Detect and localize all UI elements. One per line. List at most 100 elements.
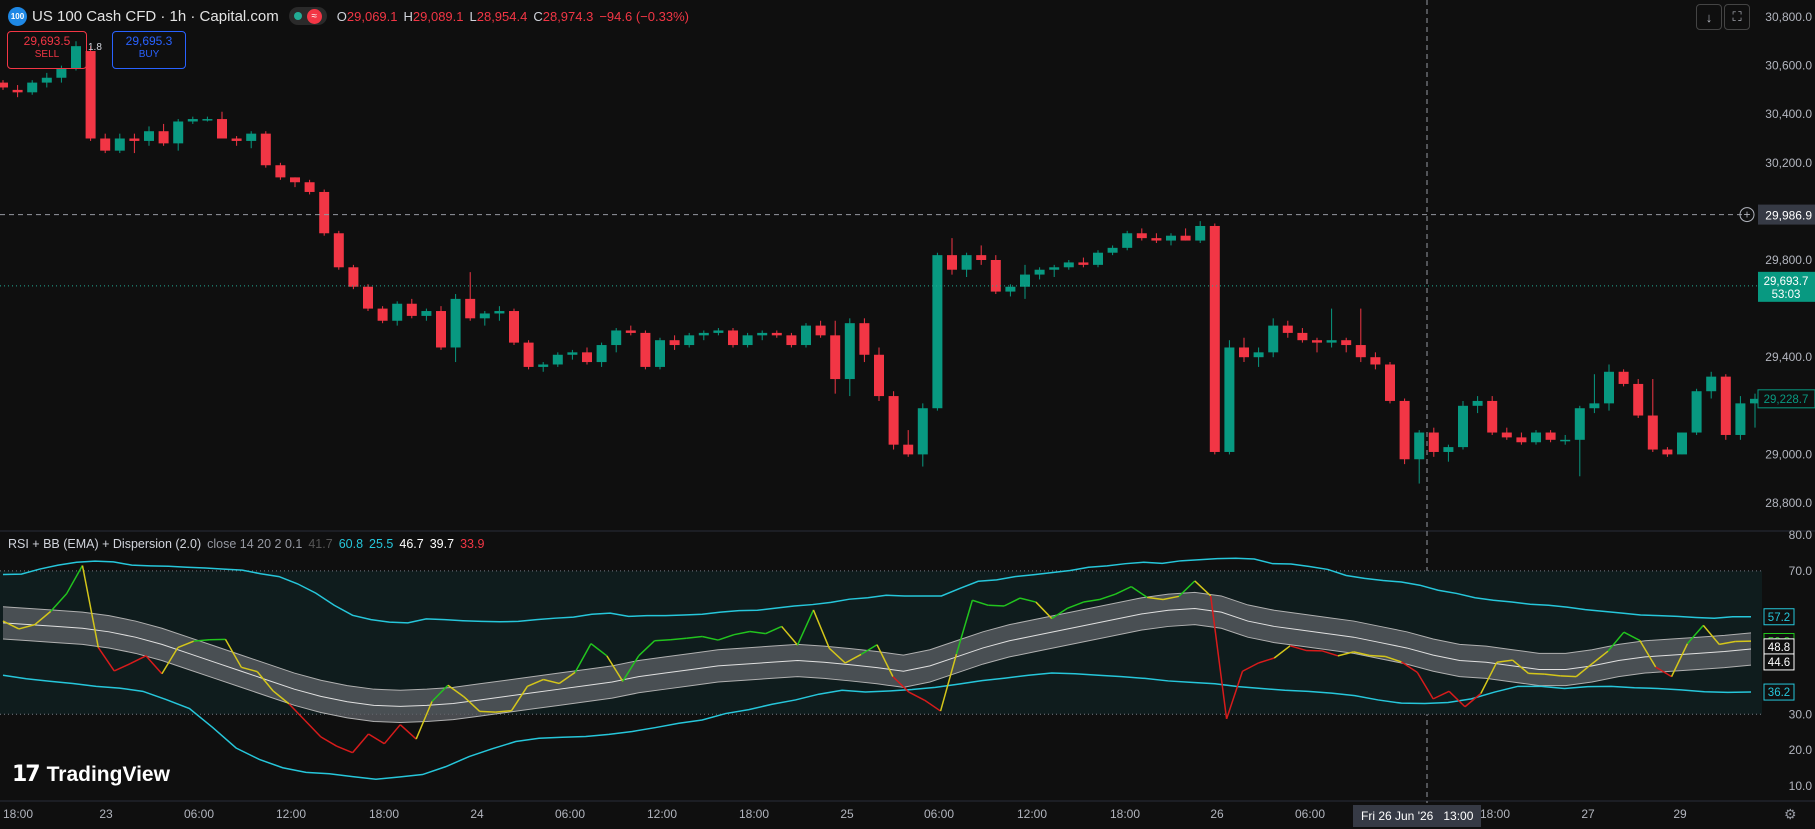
price-tick-label: 30,200.0 [1765, 156, 1812, 170]
countdown-tag: 53:03 [1772, 289, 1801, 301]
candle-body [625, 330, 636, 333]
candle [1370, 352, 1381, 370]
rsi-segment [463, 696, 481, 712]
rsi-segment [415, 701, 433, 740]
candle [436, 306, 446, 350]
candle [1209, 223, 1220, 455]
rsi-segment [129, 655, 147, 665]
dispersion-mid-line [2, 608, 1752, 707]
crosshair-time-label: Fri 26 Jun '26 13:00 [1353, 805, 1482, 827]
rsi-segment [574, 643, 592, 673]
candle [129, 133, 140, 154]
candle [1078, 257, 1089, 268]
tradingview-logo[interactable]: 17 TradingView [12, 762, 170, 787]
rsi-segment [622, 655, 640, 682]
indicator-value-4: 39.7 [429, 537, 455, 551]
candle [1005, 284, 1016, 297]
candle-body [246, 133, 257, 141]
candle-body [1312, 340, 1322, 343]
candle-body [290, 177, 300, 183]
candle [990, 255, 1001, 295]
download-arrow-icon[interactable]: ↓ [1696, 4, 1722, 30]
market-open-dot [293, 12, 302, 20]
candle [961, 252, 972, 278]
candle [1326, 308, 1337, 348]
candle [41, 72, 52, 88]
buy-button[interactable]: 29,695.3 BUY [112, 31, 186, 69]
indicator-value-3: 46.7 [399, 537, 424, 551]
candle-body [1166, 235, 1176, 241]
rsi-segment [1353, 651, 1370, 657]
candle-body [1005, 286, 1016, 292]
candle [1399, 398, 1410, 465]
rsi-segment [34, 610, 52, 626]
candle [1122, 230, 1133, 251]
candle-body [1589, 403, 1600, 409]
symbol-logo[interactable]: 100 [8, 6, 27, 26]
candle [1020, 264, 1030, 299]
candle [1107, 245, 1118, 256]
candle-body [552, 354, 563, 365]
rsi-segment [812, 609, 831, 649]
candle [377, 306, 388, 324]
candle [1239, 337, 1249, 363]
candle [260, 131, 271, 168]
candle [728, 328, 738, 348]
settings-gear-icon[interactable]: ⚙ [1784, 806, 1797, 822]
symbol-title[interactable]: US 100 Cash CFD · 1h · Capital.com [32, 7, 279, 25]
low-label: L [469, 8, 477, 24]
candle [1312, 337, 1322, 353]
rsi-segment [1575, 663, 1593, 678]
market-status[interactable]: ≈ [288, 7, 327, 25]
rsi-segment [717, 633, 735, 641]
rsi-segment [686, 635, 703, 640]
time-tick-label: 12:00 [1017, 807, 1047, 821]
time-tick-label: 18:00 [739, 807, 769, 821]
rsi-segment [241, 666, 258, 673]
rsi-segment [844, 653, 862, 664]
time-tick-label: 29 [1673, 807, 1687, 821]
candle-body [129, 138, 140, 141]
candle [1049, 264, 1060, 278]
candle-body [1662, 449, 1673, 455]
rsi-tick-label: 80.0 [1789, 528, 1813, 542]
indicator-legend[interactable]: RSI + BB (EMA) + Dispersion (2.0) close … [8, 537, 484, 551]
candle [319, 189, 330, 236]
rsi-segment [1655, 666, 1672, 678]
rsi-segment [939, 653, 958, 712]
candle-body [596, 345, 607, 363]
candle [494, 306, 505, 321]
candle-body [742, 335, 753, 346]
rsi-segment [399, 724, 417, 740]
rsi-segment [1591, 650, 1609, 665]
change-value: −94.6 (−0.33%) [599, 8, 689, 24]
rsi-segment [1560, 675, 1577, 678]
candle [567, 349, 578, 360]
high-label: H [403, 8, 413, 24]
rsi-segment [733, 630, 751, 636]
candle-body [1034, 269, 1045, 275]
candle [611, 328, 622, 353]
candle-body [859, 323, 870, 355]
candle-body [202, 119, 213, 121]
candle-body [1647, 415, 1658, 450]
current-price-tag-bg [1758, 271, 1815, 302]
sell-button[interactable]: 29,693.5 SELL [7, 31, 87, 69]
rsi-segment [256, 671, 274, 692]
rsi-segment [1448, 690, 1466, 708]
candle-body [1574, 408, 1585, 440]
crosshair-hour: 13:00 [1443, 809, 1474, 823]
candle-body [669, 340, 680, 346]
candle [1574, 405, 1585, 477]
tradingview-wordmark: TradingView [46, 762, 170, 786]
candle-body [1399, 400, 1410, 460]
indicator-params: close 14 20 2 0.1 [207, 537, 303, 551]
candle [684, 332, 695, 348]
candle-body [582, 352, 592, 363]
time-tick-label: 06:00 [1295, 807, 1325, 821]
fullscreen-icon[interactable]: ⛶ [1724, 4, 1750, 30]
candle [830, 320, 841, 394]
price-tick-label: 29,000.0 [1765, 447, 1812, 461]
rsi-segment [1385, 655, 1402, 663]
